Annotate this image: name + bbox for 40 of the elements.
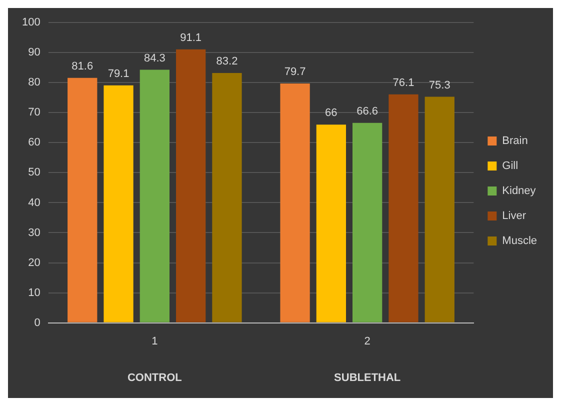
legend-label: Brain bbox=[502, 135, 528, 148]
y-tick-label: 100 bbox=[22, 16, 40, 29]
data-label: 66 bbox=[325, 107, 338, 120]
text: SUBLETHAL bbox=[334, 372, 401, 384]
bar bbox=[424, 96, 454, 322]
y-tick-label: 0 bbox=[34, 316, 40, 329]
y-tick-label: 30 bbox=[28, 226, 40, 239]
y-tick-label: 70 bbox=[28, 106, 40, 119]
data-label: 83.2 bbox=[216, 56, 238, 68]
data-label: 79.1 bbox=[108, 68, 130, 80]
bar bbox=[140, 70, 170, 322]
data-label: 76.1 bbox=[392, 76, 414, 89]
y-tick-label: 60 bbox=[28, 136, 40, 149]
bar bbox=[68, 78, 98, 322]
text: CONTROL bbox=[127, 372, 182, 384]
bar bbox=[352, 122, 382, 322]
y-tick-label: 10 bbox=[28, 286, 40, 299]
x-tick-label: 2 bbox=[364, 335, 370, 348]
legend-label: Kidney bbox=[502, 185, 536, 198]
bar bbox=[176, 49, 206, 322]
y-tick-label: 40 bbox=[28, 196, 40, 209]
bar bbox=[280, 84, 310, 322]
data-label: 81.6 bbox=[72, 60, 94, 72]
y-tick-label: 80 bbox=[28, 76, 40, 89]
y-tick-label: 20 bbox=[28, 256, 40, 269]
data-label: 84.3 bbox=[144, 52, 166, 64]
bar bbox=[212, 73, 242, 322]
data-label: 75.3 bbox=[428, 79, 450, 92]
bar bbox=[104, 85, 134, 322]
bar bbox=[316, 124, 346, 322]
legend-label: Liver bbox=[502, 210, 526, 222]
data-label: 91.1 bbox=[180, 32, 202, 44]
legend-label: Gill bbox=[502, 160, 518, 172]
data-label: 66.6 bbox=[356, 105, 378, 118]
data-label: 79.7 bbox=[284, 66, 306, 78]
legend-label: Muscle bbox=[502, 235, 537, 248]
y-tick-label: 50 bbox=[28, 166, 40, 179]
bar bbox=[388, 94, 418, 322]
x-tick-label: 1 bbox=[152, 335, 158, 348]
y-tick-label: 90 bbox=[28, 46, 40, 59]
